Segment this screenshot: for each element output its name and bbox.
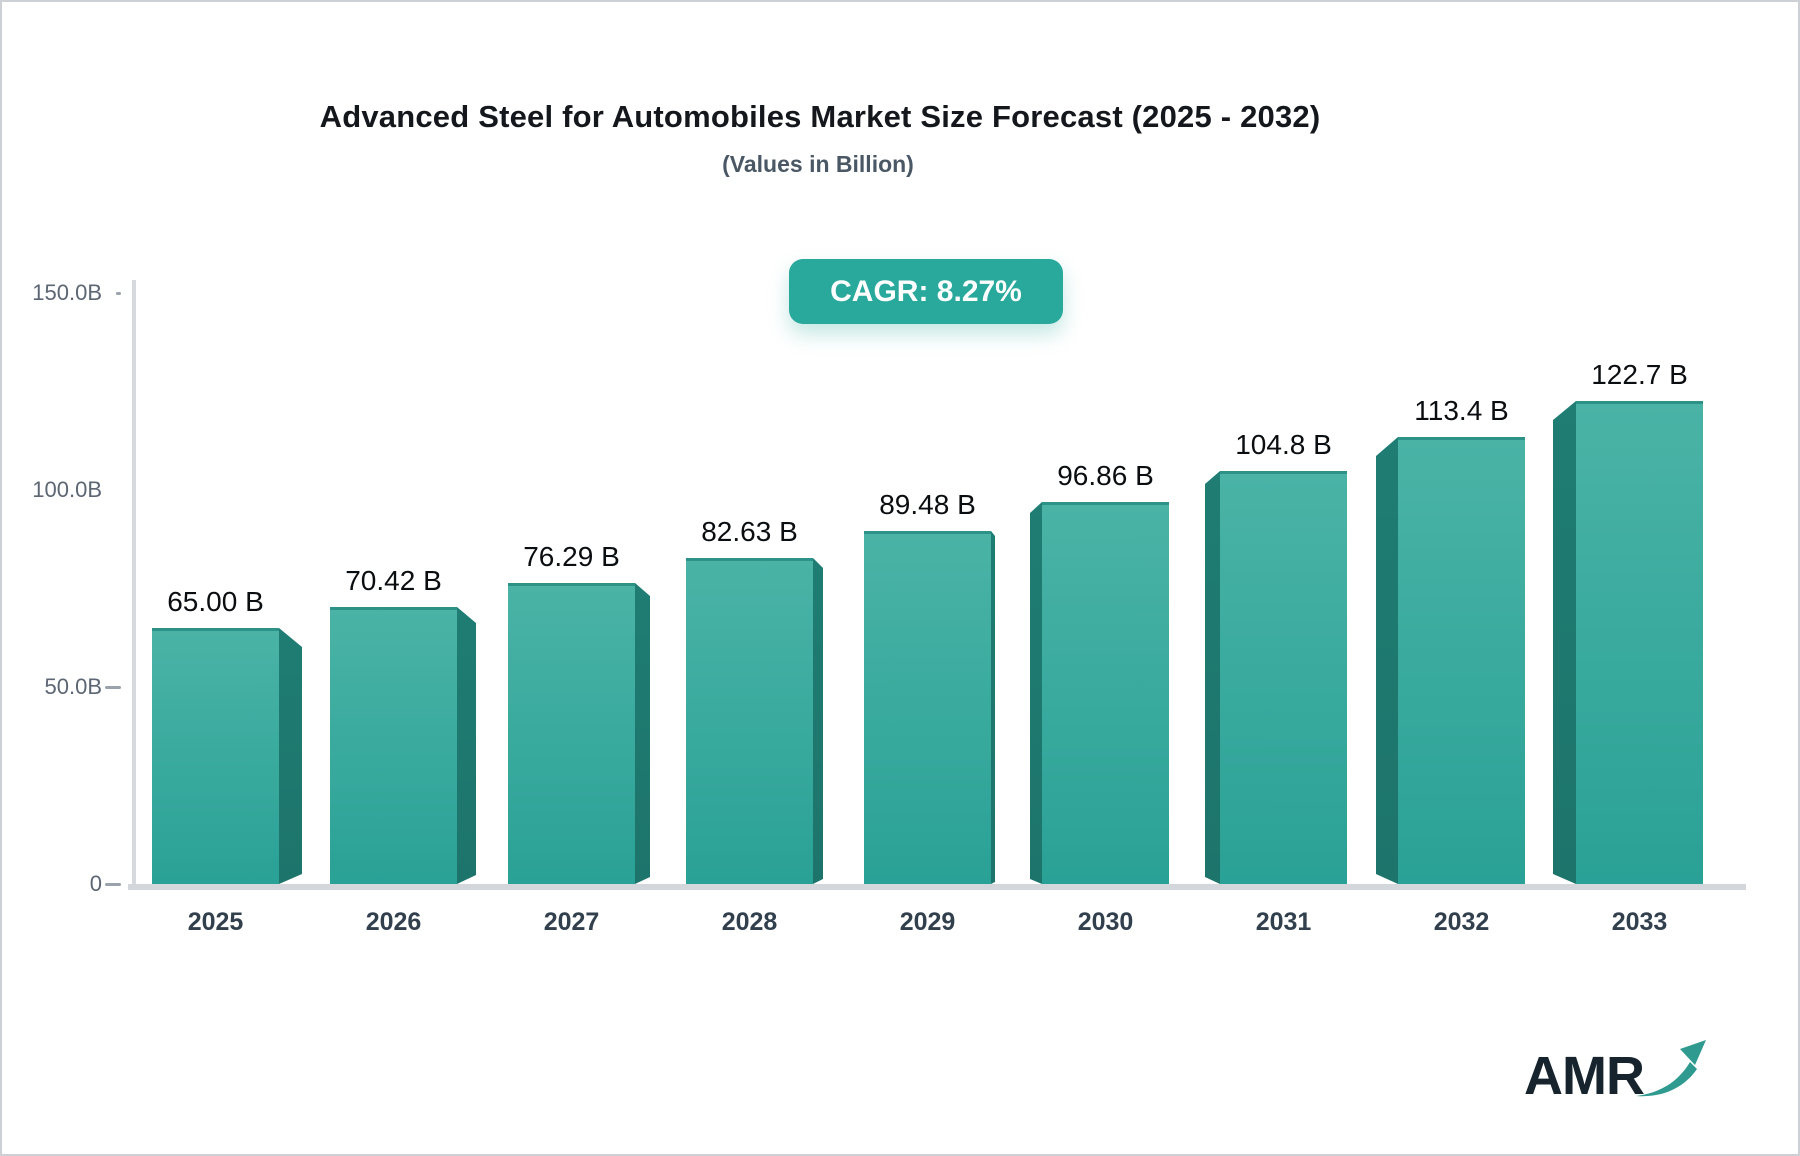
bar-2032[interactable] [1398, 437, 1525, 884]
x-axis-baseline [128, 884, 1746, 890]
bar-value-label-2027: 76.29 B [523, 541, 620, 572]
cagr-badge: CAGR: 8.27% [789, 259, 1063, 324]
y-tick-label-150: 150.0B [32, 280, 102, 305]
bar-2026[interactable] [330, 607, 457, 884]
y-tick-mark [105, 686, 121, 689]
amr-logo: AMR [1524, 1036, 1734, 1116]
bar-side-3d [813, 558, 823, 884]
bar-side-3d [1205, 471, 1220, 884]
bar-value-label-2025: 65.00 B [167, 586, 264, 617]
bar-2030[interactable] [1042, 502, 1169, 884]
bar-value-label-2026: 70.42 B [345, 565, 442, 596]
y-axis-line [132, 280, 136, 890]
bar-side-3d [1553, 401, 1576, 884]
bar-value-label-2030: 96.86 B [1057, 460, 1154, 491]
x-tick-label-2026: 2026 [365, 908, 422, 936]
bar-value-label-2031: 104.8 B [1235, 429, 1332, 460]
y-tick-mark [116, 292, 121, 295]
bar-side-3d [279, 628, 302, 884]
bar-2033[interactable] [1576, 401, 1703, 884]
bar-2025[interactable] [152, 628, 279, 884]
x-tick-label-2031: 2031 [1255, 908, 1312, 936]
bar-side-3d [991, 531, 995, 884]
bar-side-3d [1030, 502, 1042, 884]
bar-2028[interactable] [686, 558, 813, 884]
y-tick-label-100: 100.0B [32, 477, 102, 502]
bar-side-3d [457, 607, 476, 884]
bar-value-label-2029: 89.48 B [879, 489, 976, 520]
bar-2031[interactable] [1220, 471, 1347, 884]
y-tick-label-0: 0 [89, 871, 102, 896]
growth-arrow-icon [1635, 1040, 1706, 1097]
bar-side-3d [635, 583, 650, 884]
x-tick-label-2032: 2032 [1433, 908, 1490, 936]
chart-subtitle: (Values in Billion) [722, 151, 914, 177]
y-tick-mark [105, 883, 121, 886]
x-tick-label-2030: 2030 [1077, 908, 1134, 936]
bar-side-3d [1376, 437, 1398, 884]
bar-value-label-2028: 82.63 B [701, 516, 798, 547]
x-tick-label-2029: 2029 [899, 908, 956, 936]
bar-2027[interactable] [508, 583, 635, 884]
bar-value-label-2032: 113.4 B [1414, 395, 1509, 426]
x-tick-label-2028: 2028 [721, 908, 778, 936]
amr-logo-text: AMR [1524, 1046, 1645, 1106]
chart-title: Advanced Steel for Automobiles Market Si… [319, 99, 1321, 134]
x-tick-label-2027: 2027 [543, 908, 600, 936]
y-tick-label-50: 50.0B [44, 674, 103, 699]
bar-2029[interactable] [864, 531, 991, 884]
x-tick-label-2033: 2033 [1611, 908, 1668, 936]
bar-value-label-2033: 122.7 B [1591, 359, 1688, 390]
x-tick-label-2025: 2025 [187, 908, 244, 936]
